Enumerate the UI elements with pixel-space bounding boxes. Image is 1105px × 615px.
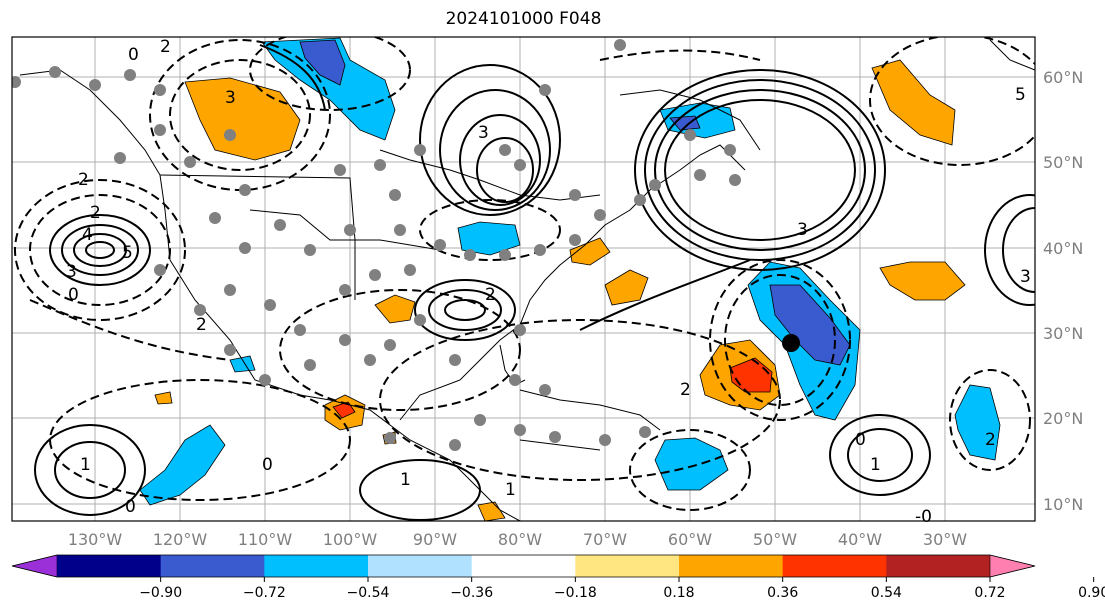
shade-red-atlantic: [729, 357, 773, 393]
contour-label: 0: [125, 497, 136, 517]
plot-frame: [11, 36, 1036, 522]
colorbar-ticks: −0.90 −0.72 −0.54 −0.36 −0.18 0.18 0.36 0.54 0.7…: [139, 577, 1105, 601]
lon-label: 60°W: [668, 530, 712, 549]
colorbar-segment: [160, 555, 265, 577]
shade-orange-small1: [154, 391, 173, 405]
contour-label: 1: [505, 480, 516, 500]
contour-labels: 2 0 3 2 5 4 3 0 2 2 3 3 2 1 1 0 2 3 5 2 …: [66, 37, 1031, 527]
lon-label: 40°W: [838, 530, 882, 549]
lon-label: 70°W: [583, 530, 627, 549]
dashed-contours: [14, 37, 1035, 511]
contour-label: 1: [400, 470, 411, 490]
colorbar-tick-label: 0.54: [871, 585, 902, 601]
lon-label: 120°W: [153, 530, 208, 549]
shade-blue-small1: [229, 355, 256, 373]
contour-label: -0: [915, 507, 932, 527]
colorbar-segment: [679, 555, 784, 577]
contour-label: 2: [680, 380, 691, 400]
colorbar-segment: [886, 555, 991, 577]
colorbar-segment: [264, 555, 369, 577]
lon-labels: 130°W 120°W 110°W 100°W 90°W 80°W 70°W 6…: [68, 530, 967, 549]
contour-label: 2: [985, 430, 996, 450]
shade-orange-gulf: [374, 294, 416, 324]
colorbar-segment: [471, 555, 576, 577]
lon-label: 50°W: [753, 530, 797, 549]
colorbar-tick-label: 0.72: [974, 585, 1005, 601]
colorbar-tick-label: 0.18: [663, 585, 694, 601]
lon-label: 90°W: [413, 530, 457, 549]
colorbar-segment: [368, 555, 473, 577]
colorbar-segment: [57, 555, 162, 577]
shade-blue-sw: [139, 424, 226, 506]
colorbar-extend-high: [989, 554, 1036, 578]
lon-label: 130°W: [68, 530, 123, 549]
contour-label: 1: [870, 455, 881, 475]
shaded-fields: [139, 37, 1001, 521]
solid-contours: [34, 44, 1035, 521]
lon-label: 30°W: [923, 530, 967, 549]
contour-label: 3: [797, 220, 808, 240]
shade-orange-ne: [871, 59, 956, 146]
station-marker: [782, 334, 800, 352]
shade-orange-nw: [184, 77, 301, 161]
colorbar-tick-label: −0.72: [243, 585, 286, 601]
contour-label: 0: [128, 45, 139, 65]
shade-orange-east2: [879, 261, 966, 301]
contour-label: 2: [90, 203, 101, 223]
contour-label: 0: [855, 430, 866, 450]
shade-orange-panama: [477, 501, 506, 521]
colorbar-tick-label: 0.90: [1078, 585, 1105, 601]
colorbar-segment: [575, 555, 680, 577]
contour-label: 5: [1015, 85, 1026, 105]
colorbar-segment: [782, 555, 887, 577]
coastlines: [19, 39, 1035, 521]
colorbar: [11, 554, 1036, 578]
shade-blue-carib: [654, 437, 729, 491]
lat-labels: 60°N 50°N 40°N 30°N 20°N 10°N: [1043, 68, 1083, 514]
contour-label: 5: [122, 243, 133, 263]
contour-label: 3: [66, 262, 77, 282]
lat-label: 30°N: [1043, 324, 1083, 343]
contour-label: 2: [485, 285, 496, 305]
lat-label: 60°N: [1043, 68, 1083, 87]
lat-label: 40°N: [1043, 239, 1083, 258]
contour-label: 4: [82, 225, 93, 245]
lon-label: 110°W: [238, 530, 293, 549]
lon-label: 100°W: [323, 530, 378, 549]
shade-darkblue-north: [299, 39, 346, 86]
colorbar-tick-label: 0.36: [767, 585, 798, 601]
contour-label: 0: [262, 455, 273, 475]
colorbar-tick-label: −0.54: [347, 585, 390, 601]
plot-area: [12, 37, 1035, 521]
contour-label: 1: [80, 455, 91, 475]
colorbar-tick-label: −0.18: [554, 585, 597, 601]
lon-label: 80°W: [498, 530, 542, 549]
lat-label: 20°N: [1043, 409, 1083, 428]
colorbar-outline: [11, 554, 1036, 578]
shade-darkblue-atlantic: [769, 284, 851, 366]
contour-label: 2: [196, 315, 207, 335]
shade-orange-atlantic1: [604, 269, 649, 306]
lat-label: 50°N: [1043, 153, 1083, 172]
shade-blue-east-trop: [954, 384, 1001, 461]
colorbar-tick-label: −0.90: [139, 585, 182, 601]
contour-label: 2: [78, 170, 89, 190]
contour-label: 3: [225, 88, 236, 108]
lat-label: 10°N: [1043, 495, 1083, 514]
shade-blue-greatlakes: [457, 221, 521, 256]
contour-label: 2: [160, 37, 171, 57]
contour-label: 3: [478, 123, 489, 143]
colorbar-tick-label: −0.36: [450, 585, 493, 601]
station-dots: [12, 39, 741, 451]
contour-label: 3: [1020, 267, 1031, 287]
colorbar-extend-low: [11, 554, 58, 578]
shade-orange-east: [569, 237, 611, 266]
map-title: 2024101000 F048: [445, 9, 602, 29]
contour-label: 0: [68, 285, 79, 305]
